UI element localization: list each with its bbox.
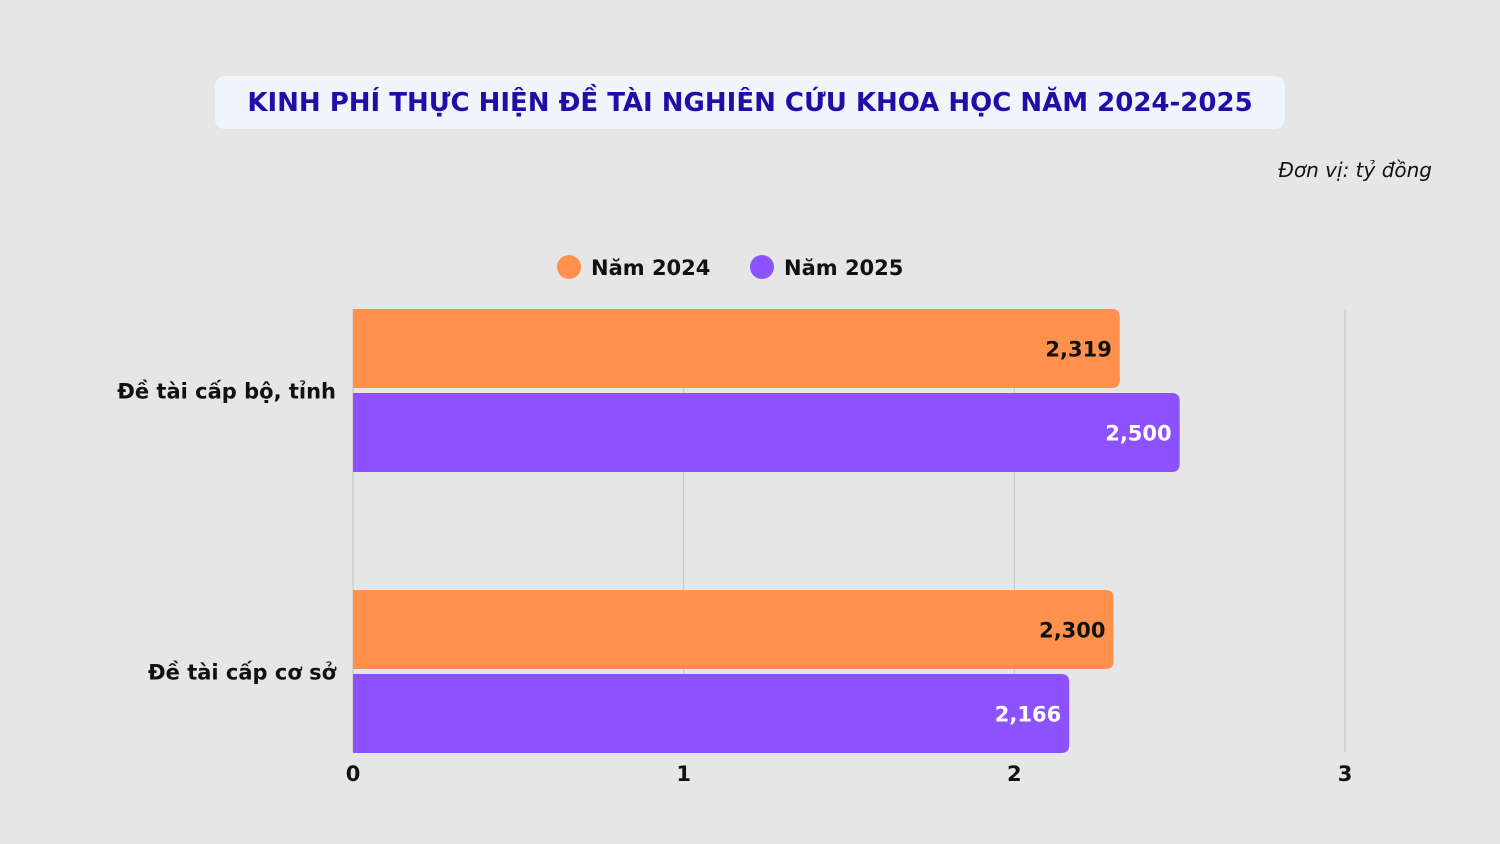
data-label: 2,166 <box>995 703 1061 727</box>
data-label: 2,300 <box>1039 619 1105 643</box>
x-tick-label: 2 <box>1007 762 1022 786</box>
legend-marker <box>750 255 774 279</box>
x-tick-label: 0 <box>346 762 361 786</box>
chart-title: KINH PHÍ THỰC HIỆN ĐỀ TÀI NGHIÊN CỨU KHO… <box>247 87 1253 118</box>
category-label: Đề tài cấp bộ, tỉnh <box>117 380 336 404</box>
data-label: 2,500 <box>1105 422 1171 446</box>
category-label: Đề tài cấp cơ sở <box>148 661 337 685</box>
bar <box>353 674 1070 753</box>
legend-label: Năm 2024 <box>591 256 710 280</box>
x-tick-label: 1 <box>676 762 691 786</box>
x-tick-label: 3 <box>1338 762 1353 786</box>
legend-marker <box>557 255 581 279</box>
data-label: 2,319 <box>1045 338 1111 362</box>
legend-label: Năm 2025 <box>784 256 903 280</box>
unit-label: Đơn vị: tỷ đồng <box>1278 158 1432 182</box>
bar <box>353 309 1120 388</box>
bar <box>353 393 1180 472</box>
bar <box>353 590 1114 669</box>
chart-title-box: KINH PHÍ THỰC HIỆN ĐỀ TÀI NGHIÊN CỨU KHO… <box>215 76 1285 129</box>
